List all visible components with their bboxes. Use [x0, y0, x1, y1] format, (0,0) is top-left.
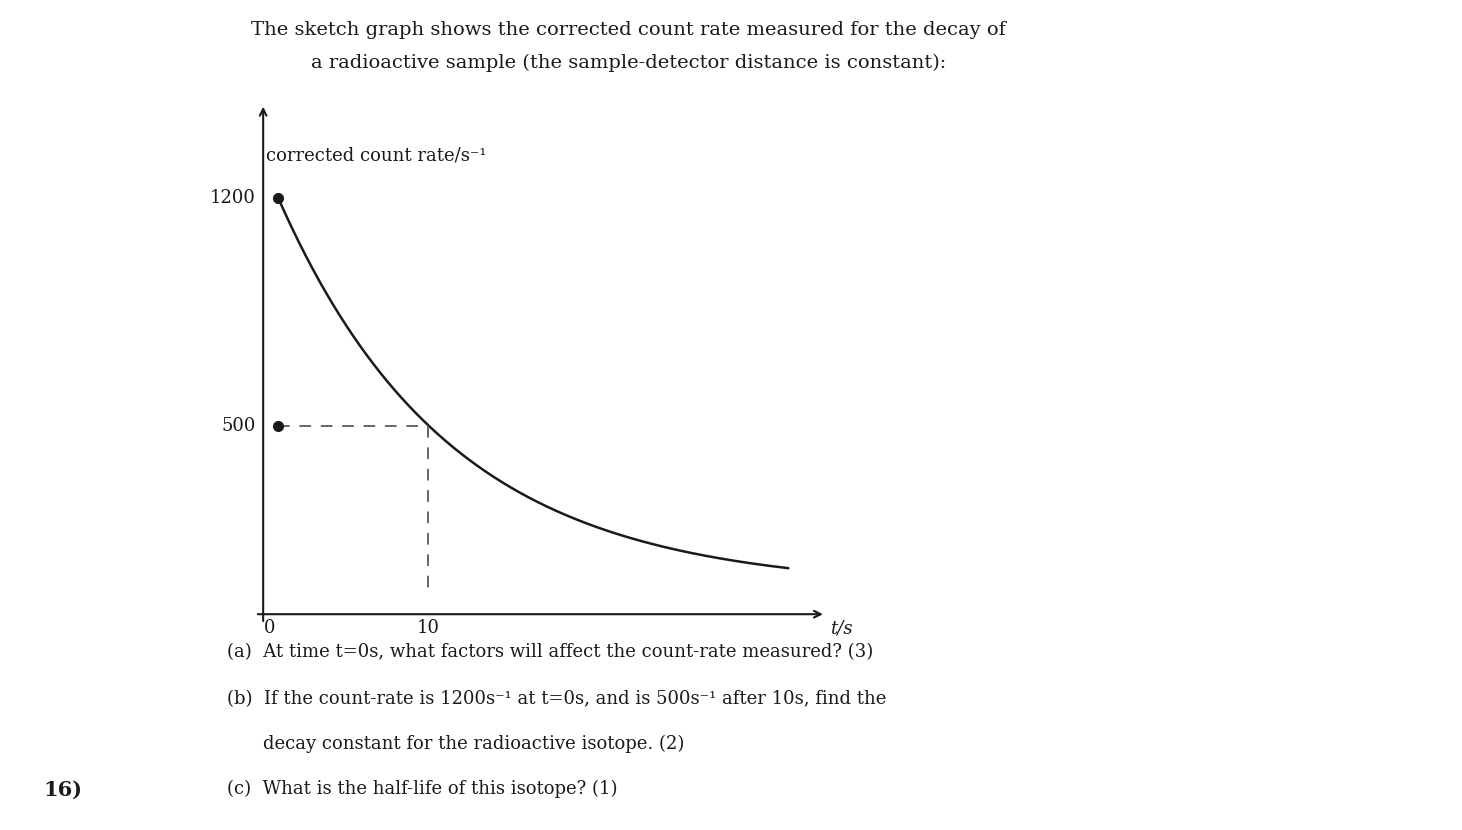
Text: 10: 10 [417, 619, 440, 637]
Text: 16): 16) [44, 780, 83, 800]
Text: 1200: 1200 [209, 189, 256, 207]
Text: t/s: t/s [830, 619, 852, 637]
Text: (c)  What is the half-life of this isotope? (1): (c) What is the half-life of this isotop… [227, 780, 617, 798]
Text: (a)  At time t=0s, what factors will affect the count-rate measured? (3): (a) At time t=0s, what factors will affe… [227, 643, 873, 662]
Text: 0: 0 [263, 619, 275, 637]
Text: 500: 500 [221, 417, 256, 435]
Text: decay constant for the radioactive isotope. (2): decay constant for the radioactive isoto… [263, 735, 684, 753]
Text: The sketch graph shows the corrected count rate measured for the decay of: The sketch graph shows the corrected cou… [251, 21, 1006, 39]
Text: a radioactive sample (the sample-detector distance is constant):: a radioactive sample (the sample-detecto… [311, 54, 946, 72]
Text: (b)  If the count-rate is 1200s⁻¹ at t=0s, and is 500s⁻¹ after 10s, find the: (b) If the count-rate is 1200s⁻¹ at t=0s… [227, 691, 886, 709]
Text: corrected count rate/s⁻¹: corrected count rate/s⁻¹ [266, 146, 487, 164]
